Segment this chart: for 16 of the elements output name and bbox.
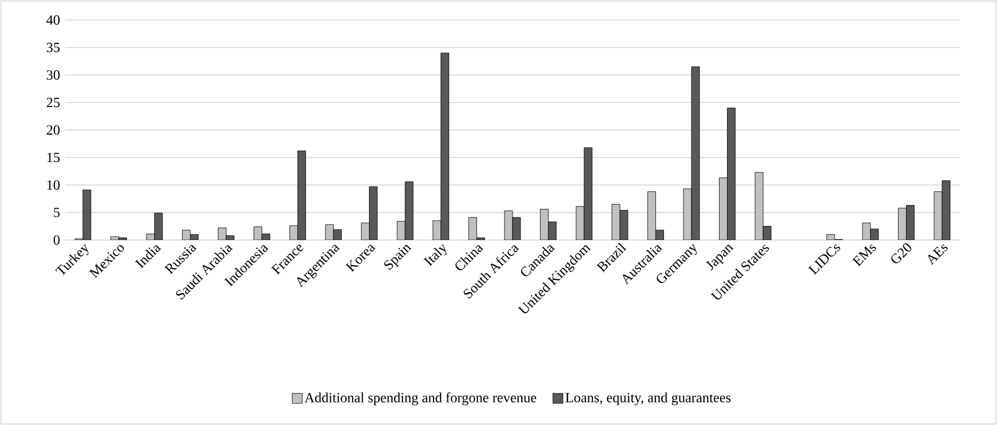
x-tick-label: India <box>134 245 162 269</box>
y-tick-label: 5 <box>54 208 60 218</box>
y-tick-label: 25 <box>46 98 60 108</box>
y-tick-label: 10 <box>47 180 60 190</box>
y-tick-label: 15 <box>47 152 60 162</box>
x-tick-label: G20 <box>891 243 912 264</box>
y-tick-label: 30 <box>46 70 60 80</box>
y-tick-label: 40 <box>46 15 60 25</box>
x-tick-label: AEs <box>928 244 948 266</box>
y-tick-label: 20 <box>46 125 60 135</box>
legend-label: Additional spending and forgone revenue <box>304 392 536 406</box>
y-tick-label: 35 <box>46 42 60 52</box>
x-tick-label: EMs <box>852 244 876 267</box>
legend-label: Loans, equity, and guarantees <box>566 392 731 406</box>
y-tick-label: 0 <box>54 235 60 245</box>
x-tick-label: Italy <box>424 244 446 266</box>
